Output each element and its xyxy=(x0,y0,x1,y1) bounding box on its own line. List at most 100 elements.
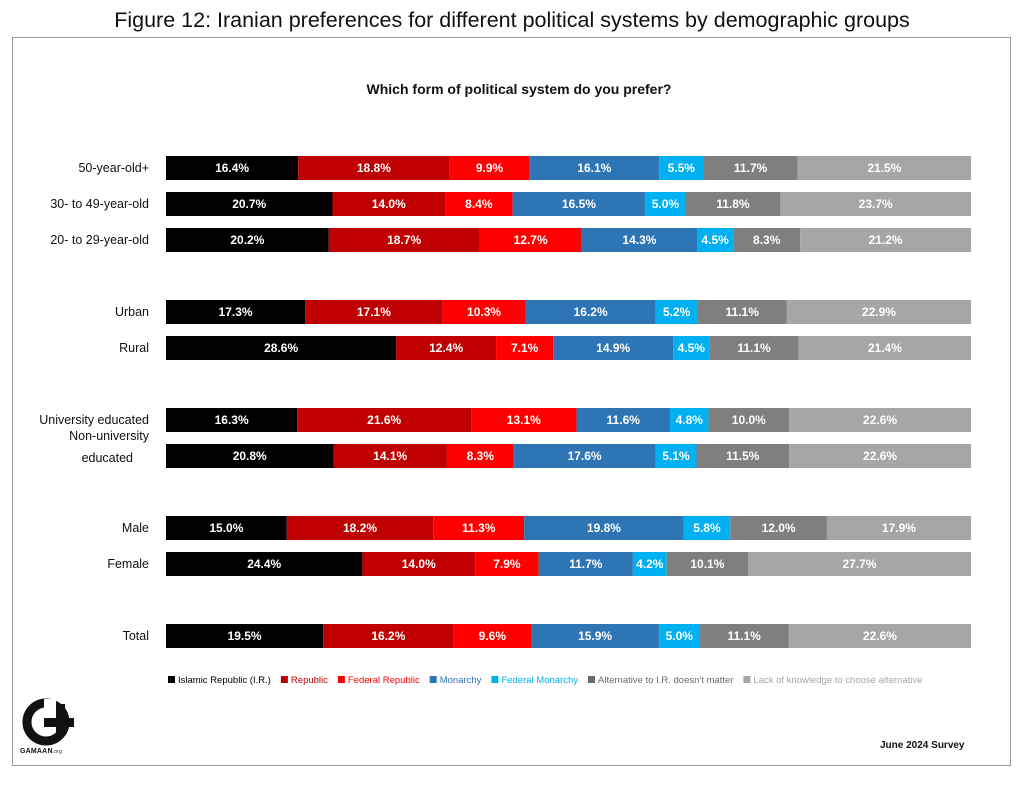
data-label: 11.6% xyxy=(607,413,641,427)
data-label: 20.8% xyxy=(233,449,267,463)
data-label: 12.7% xyxy=(514,233,548,247)
bar-segment xyxy=(529,156,660,180)
data-label: 11.3% xyxy=(462,521,496,535)
data-label: 16.3% xyxy=(215,413,249,427)
bar-segment xyxy=(362,552,476,576)
legend-swatch xyxy=(168,676,175,683)
bar-segment xyxy=(513,444,656,468)
data-label: 16.5% xyxy=(562,197,596,211)
bar-segment xyxy=(323,624,454,648)
data-label: 18.2% xyxy=(343,521,377,535)
bar-segment xyxy=(524,516,684,540)
survey-date: June 2024 Survey xyxy=(880,740,965,751)
data-label: 20.7% xyxy=(232,197,266,211)
bar-segment xyxy=(788,624,971,648)
category-label: University educated xyxy=(39,413,149,427)
bar-segment xyxy=(685,192,781,216)
data-label: 5.0% xyxy=(666,629,694,643)
data-label: 14.3% xyxy=(622,233,656,247)
data-label: 11.7% xyxy=(569,557,603,571)
bar-segment xyxy=(396,336,497,360)
data-label: 21.2% xyxy=(869,233,903,247)
legend: Islamic Republic (I.R.) Republic Federal R… xyxy=(168,675,922,686)
bar-segment xyxy=(297,408,472,432)
category-label: Male xyxy=(122,521,149,535)
bar-segment xyxy=(453,624,532,648)
legend-label: Lack of knowledge to choose alternative xyxy=(753,675,922,686)
bar-segment xyxy=(797,156,971,180)
logo-wordmark: GAMAAN.org xyxy=(20,748,63,755)
category-label: 30- to 49-year-old xyxy=(50,197,149,211)
data-label: 18.7% xyxy=(387,233,421,247)
bar-segment xyxy=(659,624,700,648)
bar-segment xyxy=(166,228,329,252)
legend-swatch xyxy=(588,676,595,683)
bar-segment xyxy=(800,228,971,252)
bar-segment xyxy=(709,336,799,360)
bar-segment xyxy=(576,408,670,432)
data-label: 20.2% xyxy=(230,233,264,247)
legend-swatch xyxy=(429,676,437,683)
bar-segment xyxy=(659,156,704,180)
data-label: 11.5% xyxy=(726,449,760,463)
bar-segment xyxy=(673,336,710,360)
data-label: 4.5% xyxy=(678,341,706,355)
bar-segment xyxy=(655,300,698,324)
bar-segment xyxy=(581,228,698,252)
bar-segment xyxy=(332,192,446,216)
data-label: 16.4% xyxy=(215,161,249,175)
bar-segment xyxy=(305,300,443,324)
data-label: 22.6% xyxy=(863,629,897,643)
category-label: Urban xyxy=(115,305,149,319)
bar-segment xyxy=(666,552,749,576)
legend-label: Monarchy xyxy=(440,675,482,686)
data-label: 14.0% xyxy=(372,197,406,211)
bar-segment xyxy=(446,444,514,468)
bar-segment xyxy=(730,516,827,540)
bar-segment xyxy=(538,552,633,576)
bar-segment xyxy=(697,228,734,252)
data-label: 10.1% xyxy=(690,557,724,571)
bar-segment xyxy=(328,228,480,252)
data-label: 11.7% xyxy=(734,161,768,175)
data-label: 14.1% xyxy=(373,449,407,463)
category-label: Female xyxy=(107,557,149,571)
data-label: 4.2% xyxy=(636,557,664,571)
bar-segment xyxy=(531,624,660,648)
data-label: 21.4% xyxy=(868,341,902,355)
legend-swatch xyxy=(743,676,751,683)
legend-label: Alternative to I.R. doesn't matter xyxy=(598,675,733,686)
data-label: 11.1% xyxy=(727,629,761,643)
bar-segment xyxy=(166,300,306,324)
bar-segment xyxy=(166,408,298,432)
data-label: 12.0% xyxy=(762,521,796,535)
bar-segment xyxy=(512,192,646,216)
legend-label: Islamic Republic (I.R.) xyxy=(178,675,271,686)
bar-segment xyxy=(166,156,299,180)
category-label: 20- to 29-year-old xyxy=(50,233,149,247)
data-label: 21.6% xyxy=(367,413,401,427)
bar-segment xyxy=(748,552,971,576)
data-label: 22.9% xyxy=(862,305,896,319)
data-label: 12.4% xyxy=(429,341,463,355)
bar-segment xyxy=(655,444,697,468)
category-labels-layer: 50-year-old+ 30- to 49-year-old 20- to 29-… xyxy=(39,161,150,643)
data-label: 16.1% xyxy=(577,161,611,175)
data-label: 5.1% xyxy=(662,449,690,463)
bar-segment xyxy=(525,300,656,324)
bar-segment xyxy=(166,516,287,540)
bar-segment xyxy=(433,516,525,540)
bar-segment xyxy=(786,300,971,324)
bar-segment xyxy=(645,192,686,216)
legend-label: Republic xyxy=(291,675,328,686)
legend-swatch xyxy=(337,676,345,683)
bar-segment xyxy=(333,444,447,468)
legend-label: Federal Republic xyxy=(348,675,420,686)
bar-segment xyxy=(471,408,577,432)
bar-segment xyxy=(442,300,526,324)
bars-layer: 16.4% 18.8% 9.9% 16.1% 5.5% 11.7% 21.5% 20.7% 14… xyxy=(166,156,971,648)
data-label: 22.6% xyxy=(863,413,897,427)
data-label: 5.8% xyxy=(693,521,721,535)
data-label: 14.0% xyxy=(402,557,436,571)
